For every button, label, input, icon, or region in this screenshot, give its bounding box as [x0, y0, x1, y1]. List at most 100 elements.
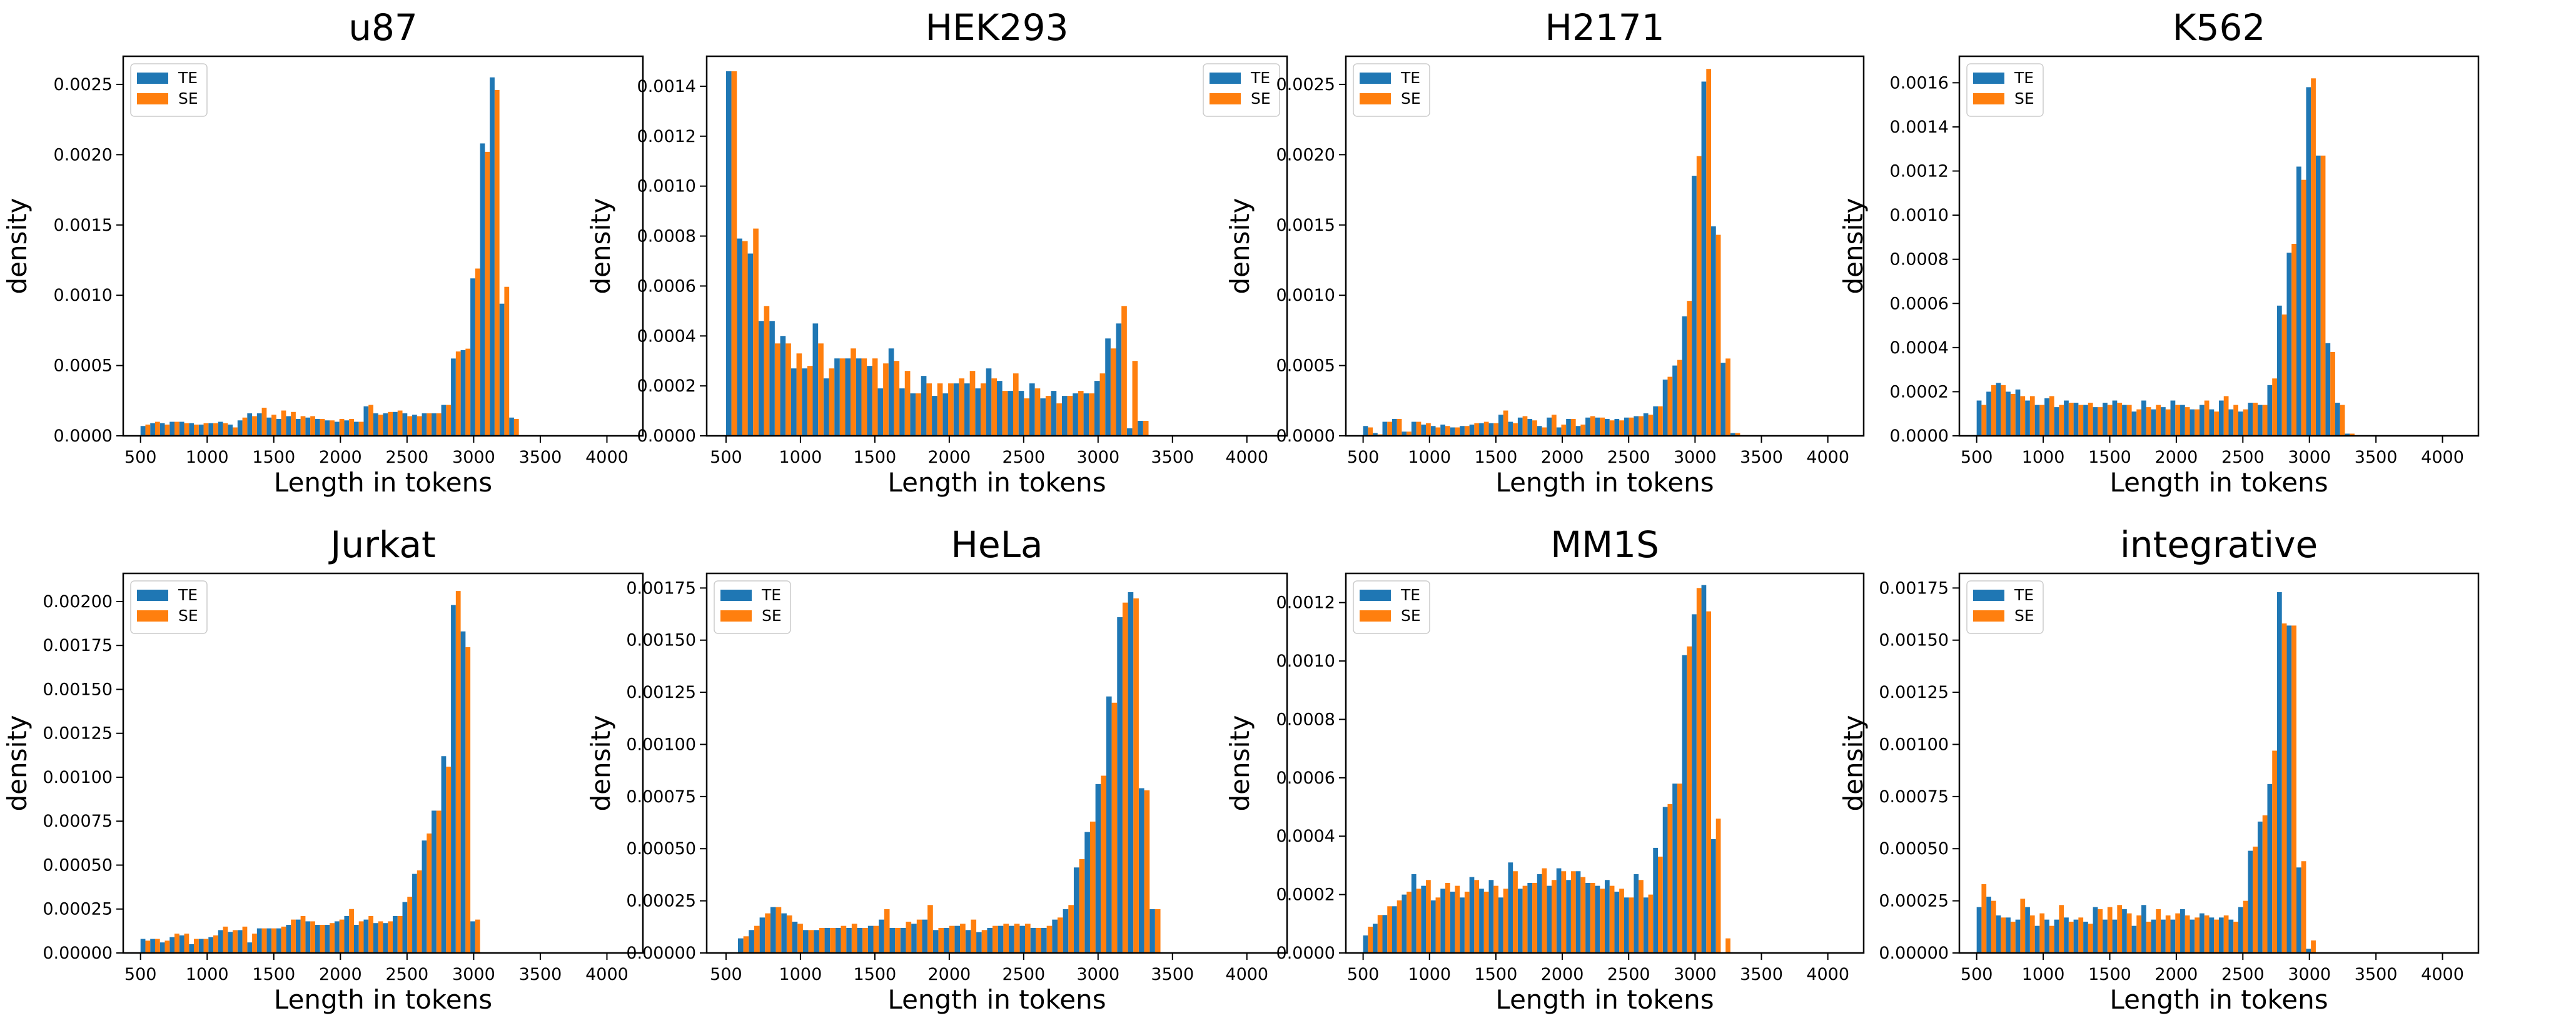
bar-se: [841, 925, 847, 953]
bar-te: [2073, 919, 2079, 953]
bar-se: [455, 591, 461, 953]
x-tick-label: 4000: [585, 965, 629, 984]
legend-swatch-se: [720, 610, 752, 622]
bar-se: [2059, 405, 2064, 436]
x-tick-label: 1500: [252, 965, 295, 984]
x-tick-label: 3000: [1076, 965, 1119, 984]
bar-se: [164, 425, 170, 436]
bar-te: [1595, 417, 1600, 436]
y-tick-label: 0.0006: [1890, 294, 1949, 313]
y-tick-label: 0.0008: [1276, 710, 1335, 729]
bar-se: [233, 930, 238, 953]
bar-te: [1009, 925, 1014, 953]
y-tick-label: 0.00150: [626, 631, 696, 650]
bar-se: [427, 413, 432, 436]
bar-se: [1570, 871, 1576, 953]
bar-se: [1522, 416, 1528, 436]
bar-se: [2078, 405, 2084, 436]
bar-se: [1667, 376, 1673, 436]
bar-te: [1052, 919, 1058, 953]
bar-te: [179, 421, 184, 436]
x-tick-label: 2000: [319, 448, 362, 467]
x-tick-label: 2500: [385, 965, 428, 984]
bar-te: [480, 143, 485, 436]
bar-se: [2243, 409, 2248, 436]
bar-se: [1121, 306, 1127, 436]
bar-te: [1498, 897, 1503, 953]
bar-te: [1585, 417, 1590, 436]
bar-te: [2141, 400, 2146, 436]
bar-te: [1061, 396, 1068, 436]
bar-se: [2233, 405, 2238, 436]
series-te: [1363, 585, 1716, 953]
y-tick-label: 0.0000: [1276, 426, 1335, 446]
y-tick-label: 0.0025: [54, 75, 113, 94]
bar-te: [2141, 905, 2146, 953]
bar-te: [2131, 411, 2137, 436]
bar-se: [1981, 884, 1987, 953]
bar-te: [256, 928, 262, 953]
bar-te: [179, 935, 184, 953]
bar-se: [2117, 403, 2123, 436]
bar-se: [1706, 611, 1712, 953]
bar-te: [1634, 874, 1639, 953]
panel-2: HEK293 Length in tokens density 500 1000 1500…: [585, 6, 1288, 498]
bar-te: [2025, 400, 2030, 436]
x-axis-label: Length in tokens: [887, 984, 1106, 1015]
bar-se: [291, 411, 296, 436]
bar-se: [1036, 927, 1041, 953]
bar-te: [964, 383, 970, 436]
y-tick-label: 0.0006: [1276, 769, 1335, 788]
bar-te: [470, 278, 475, 436]
x-tick-label: 2500: [1002, 965, 1045, 984]
bar-te: [228, 932, 233, 953]
bar-te: [169, 421, 174, 436]
bar-se: [494, 89, 500, 436]
panel-1: u87 Length in tokens density 500 1000 1500 200…: [2, 6, 644, 498]
y-axis-label: density: [1838, 715, 1869, 812]
bar-se: [281, 926, 286, 953]
bar-te: [2083, 405, 2088, 436]
y-tick-label: 0.0010: [54, 286, 113, 305]
bar-se: [1493, 885, 1498, 953]
bar-te: [1720, 363, 1726, 436]
axes-frame: [122, 572, 644, 954]
bar-se: [2165, 409, 2171, 436]
bar-se: [2195, 409, 2200, 436]
bar-te: [2296, 867, 2301, 953]
bar-se: [1493, 423, 1498, 436]
y-axis-label: density: [2, 198, 33, 295]
bar-te: [867, 366, 872, 436]
axes-frame: [705, 55, 1288, 437]
bar-se: [1503, 889, 1508, 953]
bar-se: [485, 151, 490, 436]
bar-te: [266, 417, 272, 436]
y-tick-label: 0.0016: [1890, 73, 1949, 93]
panel-title: Jurkat: [328, 523, 436, 566]
legend: TE SE: [1966, 580, 2044, 634]
bar-se: [446, 405, 452, 436]
bar-se: [1715, 819, 1721, 953]
y-tick-label: 0.0020: [54, 145, 113, 164]
bar-te: [2315, 155, 2321, 436]
bar-se: [388, 921, 393, 953]
bar-se: [1677, 784, 1682, 953]
legend-swatch-te: [1973, 590, 2004, 601]
legend-swatch-te: [1360, 73, 1391, 84]
bar-se: [378, 921, 383, 953]
y-tick-label: 0.00100: [43, 768, 113, 787]
bar-se: [1003, 924, 1009, 953]
bar-se: [861, 358, 867, 436]
bar-se: [446, 767, 452, 953]
bar-te: [747, 253, 754, 436]
bar-se: [213, 423, 218, 436]
bar-se: [1600, 889, 1605, 953]
bar-se: [330, 420, 335, 436]
y-tick-label: 0.00125: [626, 683, 696, 702]
bar-te: [1063, 909, 1069, 953]
bar-te: [1430, 900, 1436, 953]
bar-te: [1084, 832, 1090, 953]
x-axis-label: Length in tokens: [1495, 984, 1714, 1015]
bar-se: [1687, 646, 1692, 953]
bar-te: [2093, 407, 2098, 436]
